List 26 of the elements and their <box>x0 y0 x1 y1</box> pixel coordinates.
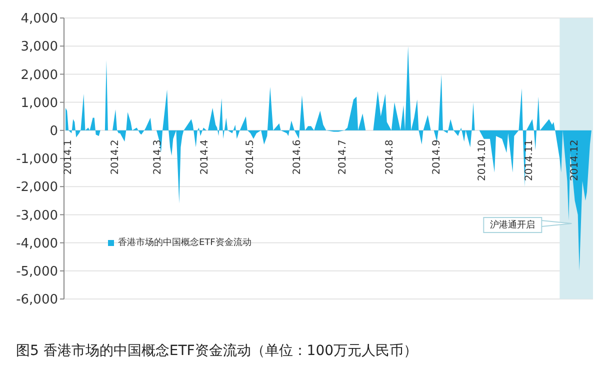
x-tick-label: 2014.11 <box>524 140 535 181</box>
y-tick-label: -4,000 <box>16 236 58 252</box>
x-tick-label: 2014.4 <box>199 140 210 175</box>
y-tick-label: -3,000 <box>16 208 58 224</box>
y-tick-label: 0 <box>50 124 58 140</box>
x-tick-label: 2014.6 <box>292 140 303 175</box>
y-tick-label: -1,000 <box>16 152 58 168</box>
x-tick-label: 2014.8 <box>384 140 396 175</box>
x-tick-label: 2014.1 <box>63 140 74 175</box>
y-tick-label: 3,000 <box>20 40 58 55</box>
y-tick-label: 1,000 <box>20 96 58 111</box>
x-tick-label: 2014.5 <box>244 140 256 175</box>
band-label: 沪港通开启 <box>490 220 536 231</box>
x-tick-label: 2014.2 <box>110 140 122 175</box>
y-tick-label: 2,000 <box>20 68 58 83</box>
y-tick-label: -5,000 <box>16 264 58 280</box>
x-tick-label: 2014.10 <box>476 140 488 181</box>
y-tick-label: 4,000 <box>20 12 58 27</box>
y-tick-label: -6,000 <box>16 292 58 308</box>
x-tick-label: 2014.3 <box>152 140 164 175</box>
x-tick-label: 2014.9 <box>431 140 442 175</box>
text: 图5 香港市场的中国概念ETF资金流动（单位：100万元人民币） <box>16 343 418 359</box>
x-tick-label: 2014.12 <box>569 140 580 181</box>
x-tick-label: 2014.7 <box>337 140 348 175</box>
y-tick-label: -2,000 <box>16 180 58 196</box>
legend-label: 香港市场的中国概念ETF资金流动 <box>118 238 252 248</box>
